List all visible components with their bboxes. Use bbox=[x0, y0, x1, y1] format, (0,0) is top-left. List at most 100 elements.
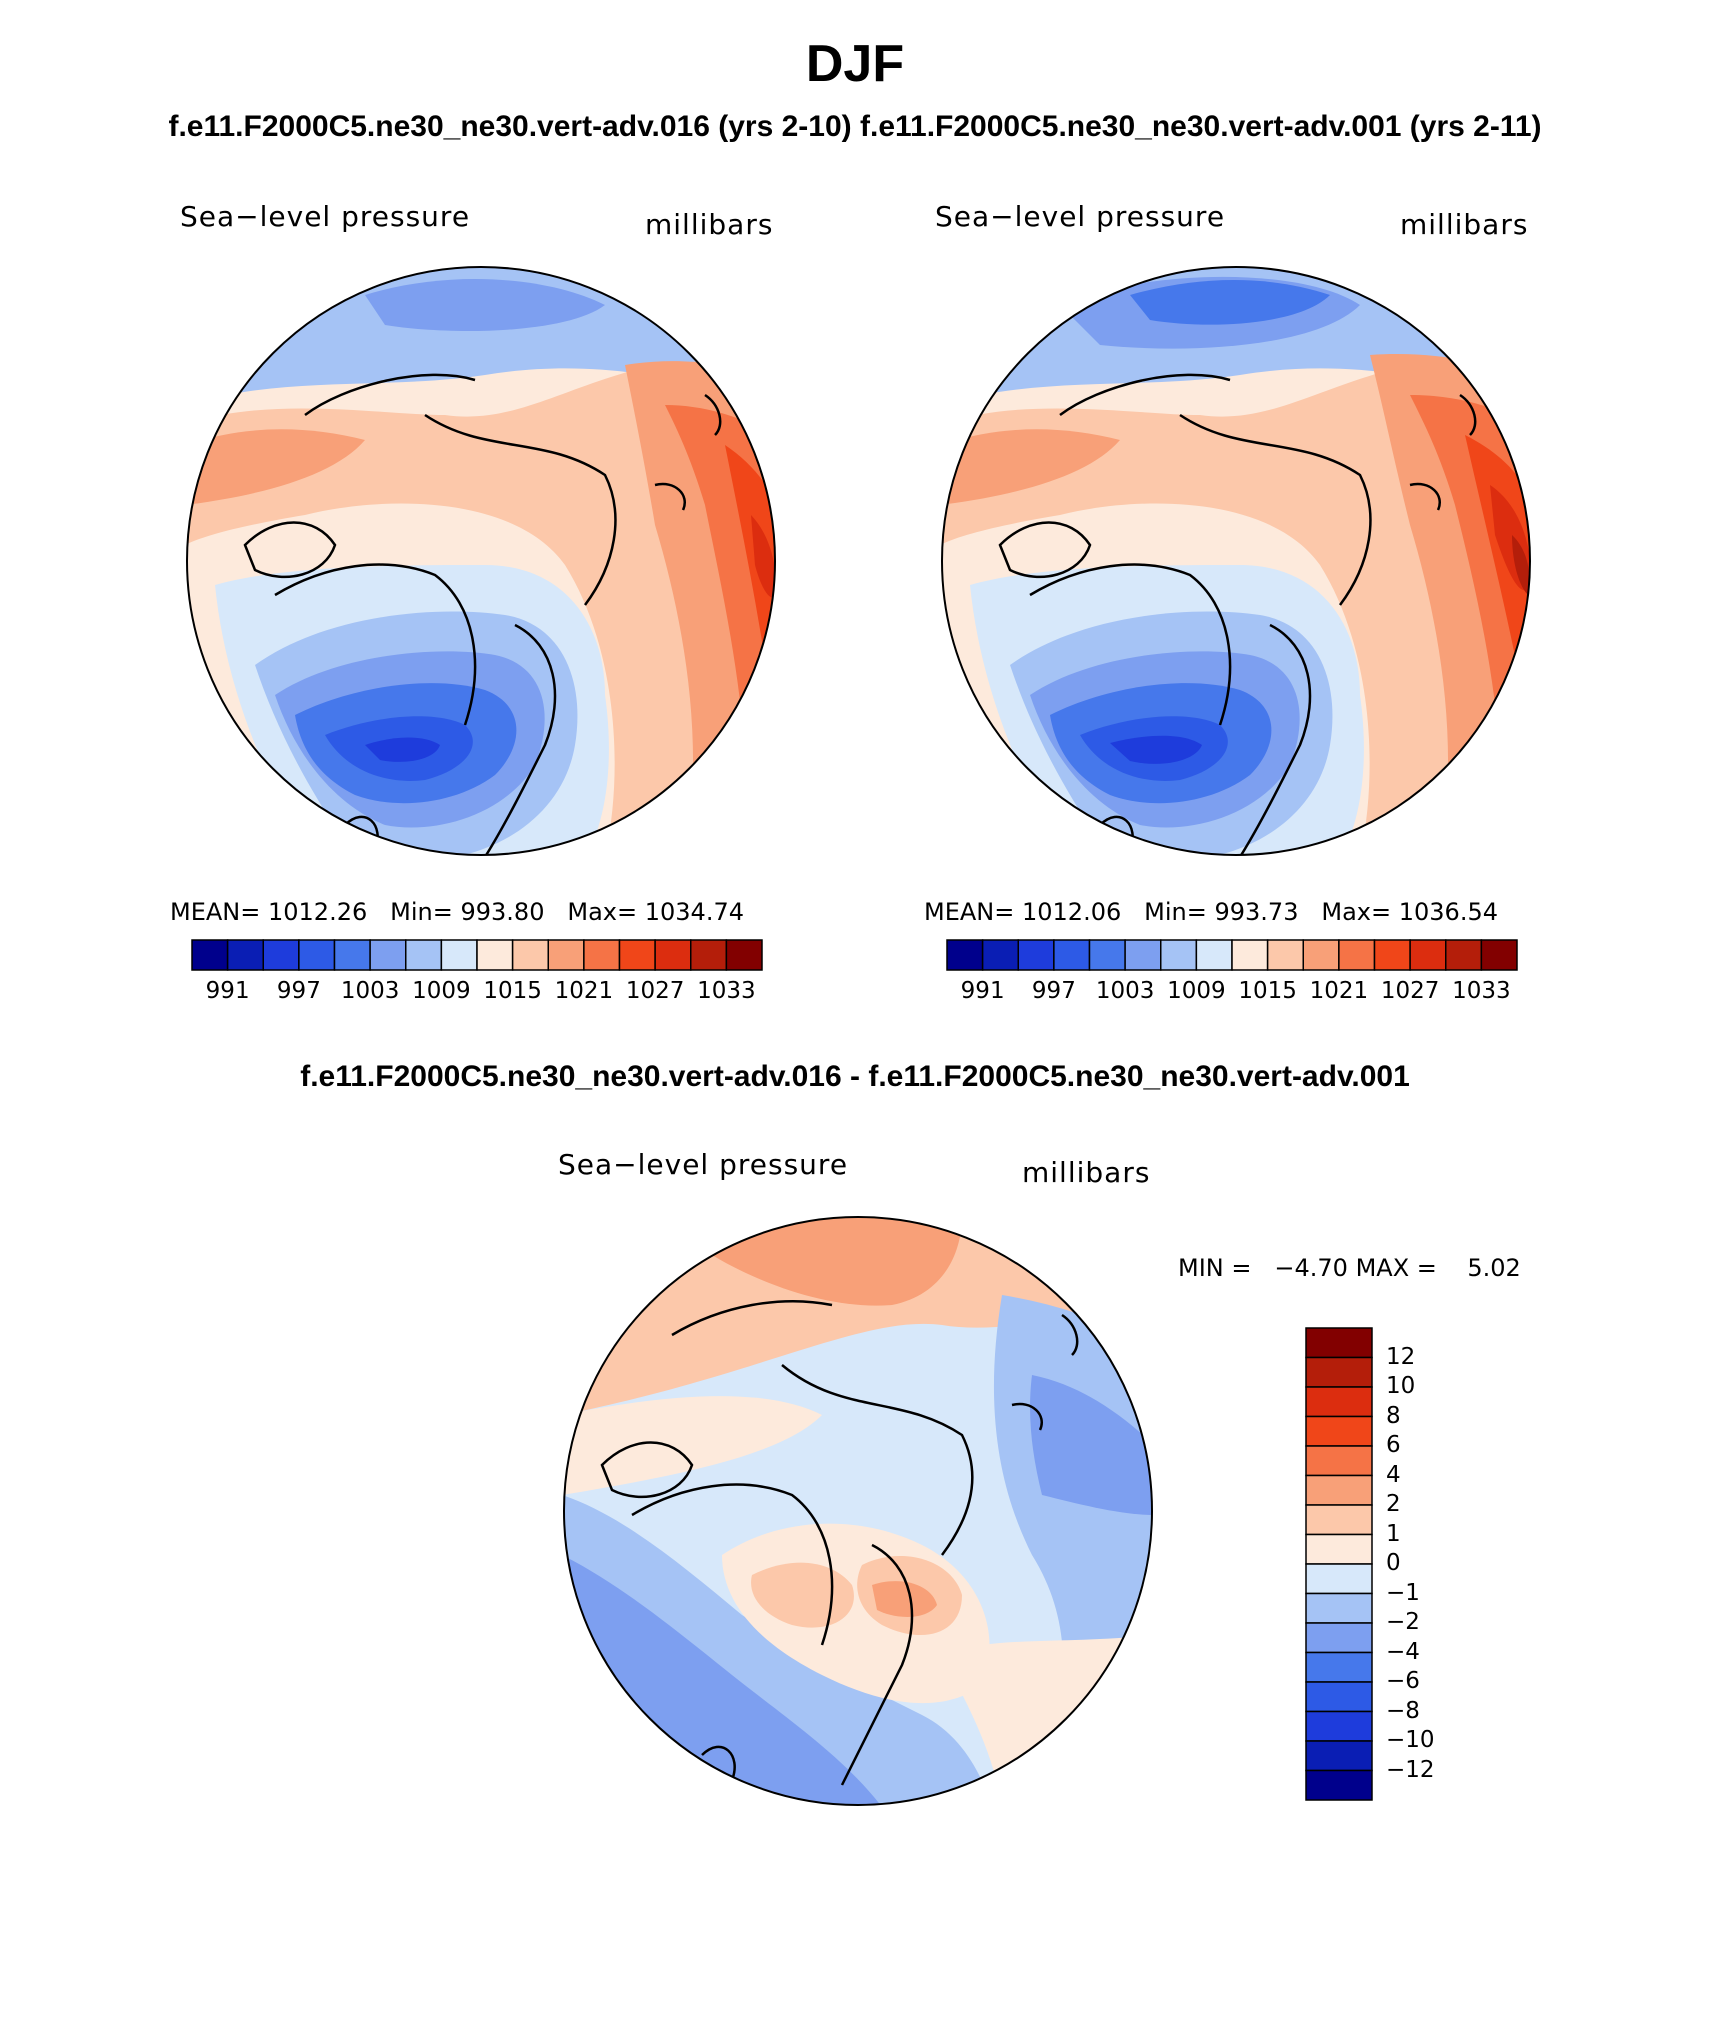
colorbar-swatch bbox=[405, 939, 443, 971]
colorbar-tick-label: 6 bbox=[1386, 1432, 1401, 1458]
map1-high-region bbox=[187, 355, 775, 855]
colorbar-swatch bbox=[1305, 1592, 1373, 1624]
colorbar-swatch bbox=[1266, 939, 1304, 971]
min-label: Min= bbox=[390, 898, 453, 926]
colorbar-tick-label: −4 bbox=[1386, 1638, 1420, 1665]
mean-label: MEAN= bbox=[924, 898, 1015, 926]
colorbar-tick-label: 1003 bbox=[1095, 978, 1155, 1004]
colorbar-tick-label: 991 bbox=[205, 978, 250, 1004]
panel2-units: millibars bbox=[1400, 208, 1529, 241]
colorbar-swatch bbox=[1338, 939, 1376, 971]
min-value: 993.73 bbox=[1214, 898, 1299, 926]
colorbar-swatch bbox=[1305, 1474, 1373, 1506]
colorbar-swatch bbox=[1231, 939, 1269, 971]
colorbar-swatch bbox=[1305, 1386, 1373, 1418]
colorbar-tick-label: 12 bbox=[1386, 1343, 1416, 1370]
colorbar-swatch bbox=[981, 939, 1019, 971]
colorbar-swatch bbox=[1305, 1651, 1373, 1683]
colorbar-swatch bbox=[1305, 1681, 1373, 1713]
colorbar-tick-label: 1009 bbox=[1167, 978, 1226, 1004]
colorbar-tick-label: 1015 bbox=[483, 978, 542, 1004]
colorbar-tick-label: −10 bbox=[1386, 1727, 1435, 1753]
colorbar-swatch bbox=[226, 939, 264, 971]
max-value: 1034.74 bbox=[644, 898, 744, 926]
mean-value: 1012.06 bbox=[1022, 898, 1122, 926]
colorbar-swatch bbox=[1195, 939, 1233, 971]
colorbar-swatch bbox=[440, 939, 478, 971]
case-titles: f.e11.F2000C5.ne30_ne30.vert-adv.016 (yr… bbox=[168, 110, 1542, 143]
colorbar-swatch bbox=[946, 939, 984, 971]
min-value: 993.80 bbox=[460, 898, 545, 926]
colorbar-swatch bbox=[1305, 1622, 1373, 1654]
mean-value: 1012.26 bbox=[268, 898, 368, 926]
colorbar-diff-ticks: 12 10 8 6 4 2 1 0 −1 −2 −4 −6 −8 −10 −12 bbox=[1386, 1328, 1466, 1800]
colorbar-swatch bbox=[1373, 939, 1411, 971]
colorbar-tick-label: −8 bbox=[1386, 1697, 1420, 1724]
colorbar-panel2-ticks: 991 997 1003 1009 1015 1021 1027 1033 bbox=[947, 978, 1517, 1008]
colorbar-swatch bbox=[1305, 1415, 1373, 1447]
colorbar-swatch bbox=[690, 939, 728, 971]
colorbar-swatch bbox=[583, 939, 621, 971]
panel2-variable: Sea−level pressure bbox=[935, 200, 1226, 233]
colorbar-tick-label: 4 bbox=[1386, 1461, 1401, 1488]
colorbar-tick-label: 997 bbox=[1031, 978, 1076, 1004]
colorbar-swatch bbox=[547, 939, 585, 971]
colorbar-tick-label: 0 bbox=[1386, 1550, 1401, 1576]
colorbar-tick-label: 10 bbox=[1386, 1373, 1416, 1399]
colorbar-tick-label: −2 bbox=[1386, 1609, 1420, 1635]
colorbar-swatch bbox=[1053, 939, 1091, 971]
colorbar-tick-label: 991 bbox=[960, 978, 1005, 1004]
panel1-stats: MEAN= 1012.26 Min= 993.80 Max= 1034.74 bbox=[170, 898, 744, 926]
colorbar-tick-label: −6 bbox=[1386, 1668, 1420, 1694]
colorbar-swatch bbox=[1017, 939, 1055, 971]
colorbar-diff bbox=[1305, 1327, 1373, 1801]
max-label: Max= bbox=[567, 898, 638, 926]
colorbar-swatch bbox=[1305, 1533, 1373, 1565]
panel3-stats: MIN = −4.70 MAX = 5.02 bbox=[1178, 1254, 1521, 1282]
colorbar-swatch bbox=[511, 939, 549, 971]
colorbar-tick-label: 2 bbox=[1386, 1491, 1401, 1517]
colorbar-swatch bbox=[1305, 1327, 1373, 1359]
colorbar-swatch bbox=[1305, 1504, 1373, 1536]
colorbar-swatch bbox=[1305, 1710, 1373, 1742]
min-label: Min= bbox=[1144, 898, 1207, 926]
colorbar-swatch bbox=[1305, 1769, 1373, 1801]
map-panel2 bbox=[941, 266, 1531, 856]
colorbar-tick-label: 997 bbox=[276, 978, 321, 1004]
colorbar-panel1-ticks: 991 997 1003 1009 1015 1021 1027 1033 bbox=[192, 978, 762, 1008]
colorbar-tick-label: 1027 bbox=[625, 978, 685, 1004]
colorbar-tick-label: 1021 bbox=[1309, 978, 1369, 1004]
mean-label: MEAN= bbox=[170, 898, 261, 926]
map-panel1 bbox=[186, 266, 776, 856]
diff-title: f.e11.F2000C5.ne30_ne30.vert-adv.016 - f… bbox=[300, 1060, 1410, 1093]
panel1-variable: Sea−level pressure bbox=[180, 200, 471, 233]
max-value: 1036.54 bbox=[1398, 898, 1498, 926]
colorbar-swatch bbox=[262, 939, 300, 971]
panel1-units: millibars bbox=[645, 208, 774, 241]
max-label: Max= bbox=[1321, 898, 1392, 926]
colorbar-tick-label: 1027 bbox=[1380, 978, 1440, 1004]
colorbar-tick-label: 1015 bbox=[1238, 978, 1297, 1004]
colorbar-panel1 bbox=[191, 939, 763, 971]
colorbar-swatch bbox=[1480, 939, 1518, 971]
colorbar-swatch bbox=[1305, 1356, 1373, 1388]
colorbar-swatch bbox=[333, 939, 371, 971]
colorbar-swatch bbox=[369, 939, 407, 971]
colorbar-tick-label: 1003 bbox=[340, 978, 400, 1004]
min-label: MIN = bbox=[1178, 1254, 1252, 1282]
panel2-stats: MEAN= 1012.06 Min= 993.73 Max= 1036.54 bbox=[924, 898, 1498, 926]
colorbar-tick-label: 8 bbox=[1386, 1402, 1401, 1429]
panel3-variable: Sea−level pressure bbox=[558, 1148, 849, 1181]
colorbar-swatch bbox=[654, 939, 692, 971]
colorbar-swatch bbox=[618, 939, 656, 971]
colorbar-tick-label: 1 bbox=[1386, 1520, 1401, 1547]
colorbar-tick-label: −12 bbox=[1386, 1756, 1435, 1783]
colorbar-swatch bbox=[1305, 1563, 1373, 1595]
colorbar-tick-label: 1033 bbox=[1452, 978, 1511, 1004]
colorbar-swatch bbox=[1305, 1740, 1373, 1772]
colorbar-swatch bbox=[1302, 939, 1340, 971]
season-title: DJF bbox=[805, 35, 905, 93]
colorbar-swatch bbox=[1124, 939, 1162, 971]
max-label: MAX = bbox=[1355, 1254, 1437, 1282]
colorbar-tick-label: 1033 bbox=[697, 978, 756, 1004]
